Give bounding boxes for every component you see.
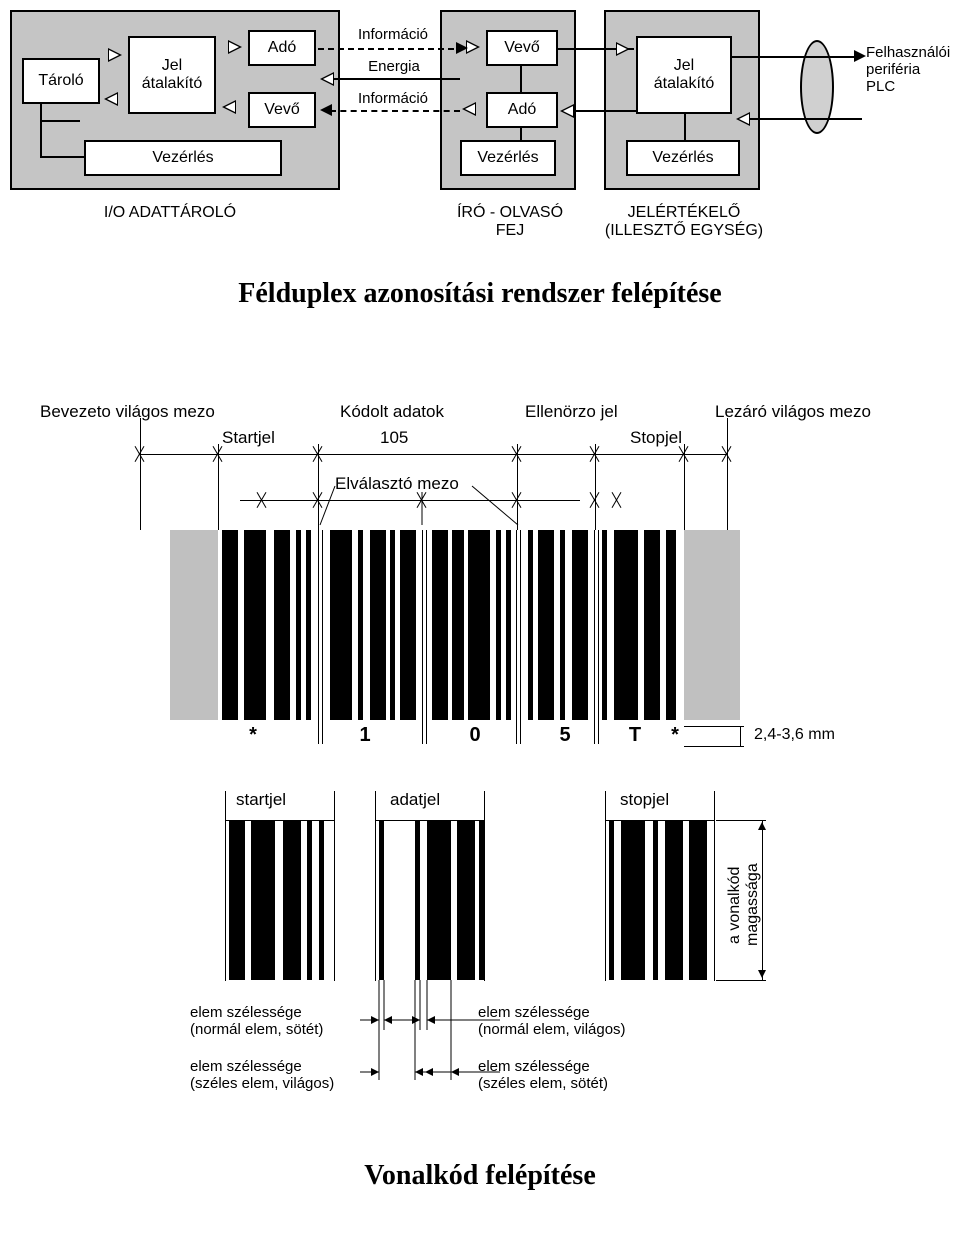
elem-nl-text: elem szélessége (normál elem, világos) xyxy=(478,1004,626,1038)
elem-wd-text: elem szélessége (széles elem, sötét) xyxy=(478,1058,608,1092)
elem-wl-text: elem szélessége (széles elem, világos) xyxy=(190,1058,334,1092)
elem-width-leaders xyxy=(0,0,960,1130)
barcode-title: Vonalkód felépítése xyxy=(0,1160,960,1192)
elem-narrow-dark-label: elem szélessége (normál elem, sötét) xyxy=(190,1004,323,1038)
elem-wide-light-label: elem szélessége (széles elem, világos) xyxy=(190,1058,334,1092)
barcode-title-text: Vonalkód felépítése xyxy=(364,1160,596,1191)
elem-wide-dark-label: elem szélessége (széles elem, sötét) xyxy=(478,1058,608,1092)
elem-narrow-light-label: elem szélessége (normál elem, világos) xyxy=(478,1004,626,1038)
elem-nd-text: elem szélessége (normál elem, sötét) xyxy=(190,1004,323,1038)
